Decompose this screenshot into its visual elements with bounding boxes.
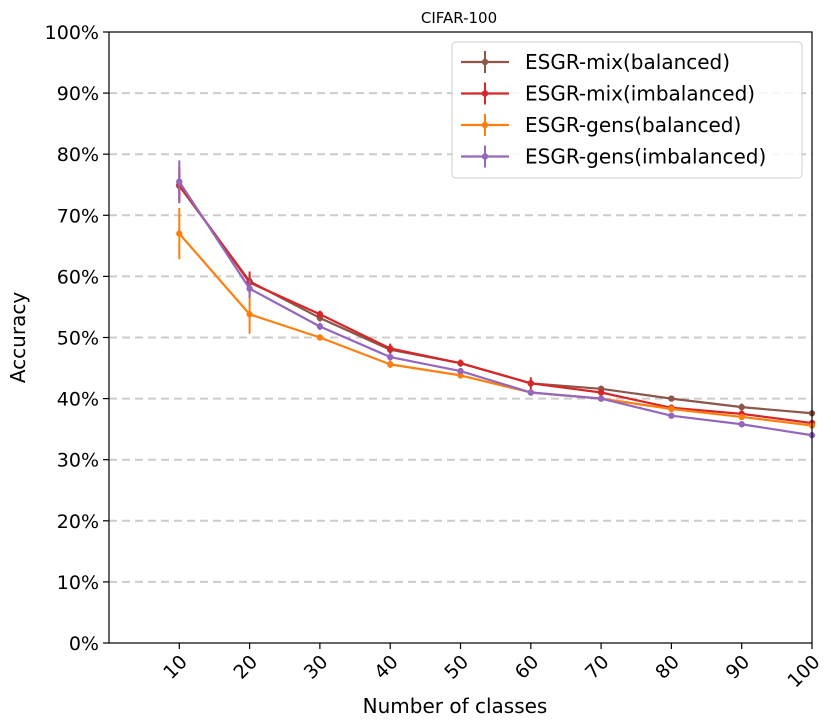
y-axis-title: Accuracy xyxy=(6,292,30,383)
x-axis: 10 20 30 40 50 60 70 80 90 100 xyxy=(159,643,825,692)
series-layer xyxy=(176,160,816,439)
legend-label: ESGR-mix(balanced) xyxy=(525,50,730,74)
data-point xyxy=(738,421,745,428)
series-line xyxy=(178,184,813,425)
series-2 xyxy=(176,166,816,427)
legend-label: ESGR-mix(imbalanced) xyxy=(525,82,755,106)
data-point xyxy=(527,389,534,396)
y-tick-label: 50% xyxy=(57,328,99,350)
series-line xyxy=(178,232,813,427)
y-axis: 0% 10% 20% 30% 40% 50% 60% 70% 80% 90% 100% xyxy=(45,22,109,655)
legend-entry: ESGR-gens(imbalanced) xyxy=(461,145,766,169)
data-point xyxy=(738,403,745,411)
x-tick-label: 90 xyxy=(722,651,755,684)
chart-title: CIFAR-100 xyxy=(421,9,497,27)
data-point xyxy=(176,178,183,185)
x-tick-label: 70 xyxy=(581,651,614,684)
x-tick-label: 20 xyxy=(229,651,262,684)
data-point xyxy=(387,361,394,368)
legend: ESGR-mix(balanced) ESGR-mix(imbalanced) ES… xyxy=(451,41,803,179)
data-point xyxy=(316,323,324,330)
data-point xyxy=(668,412,675,419)
legend-box xyxy=(451,41,803,179)
data-point xyxy=(246,285,253,292)
legend-marker xyxy=(481,121,489,129)
y-tick-label: 100% xyxy=(45,22,99,44)
legend-entry: ESGR-mix(imbalanced) xyxy=(461,82,755,106)
data-point xyxy=(387,345,394,352)
y-tick-label: 30% xyxy=(57,450,99,472)
y-tick-label: 60% xyxy=(57,266,99,288)
data-point xyxy=(176,230,183,237)
data-point xyxy=(738,413,745,421)
x-tick-label: 100 xyxy=(783,651,824,692)
series-3 xyxy=(176,207,816,429)
data-point xyxy=(316,311,324,318)
x-tick-label: 40 xyxy=(370,651,403,684)
x-tick-label: 50 xyxy=(440,651,473,684)
legend-entry: ESGR-mix(balanced) xyxy=(461,50,730,74)
x-tick-label: 30 xyxy=(300,651,333,684)
data-point xyxy=(597,395,605,402)
data-point xyxy=(597,389,605,396)
legend-marker xyxy=(481,58,489,66)
legend-label: ESGR-gens(balanced) xyxy=(525,113,741,137)
data-point xyxy=(457,359,464,367)
y-tick-label: 80% xyxy=(57,144,99,166)
x-tick-label: 60 xyxy=(511,651,544,684)
y-tick-label: 20% xyxy=(57,511,99,533)
data-point xyxy=(387,353,394,361)
y-tick-label: 70% xyxy=(57,205,99,227)
y-tick-label: 0% xyxy=(69,633,99,655)
legend-label: ESGR-gens(imbalanced) xyxy=(525,145,766,169)
x-tick-label: 10 xyxy=(159,651,192,684)
y-tick-label: 10% xyxy=(57,572,99,594)
series-line xyxy=(178,185,813,415)
data-point xyxy=(668,395,675,402)
series-line xyxy=(178,181,813,437)
legend-marker xyxy=(481,90,489,97)
series-4 xyxy=(176,160,816,439)
legend-marker xyxy=(481,153,489,160)
data-point xyxy=(457,367,464,375)
legend-entry: ESGR-gens(balanced) xyxy=(461,113,741,137)
data-point xyxy=(246,311,253,318)
data-point xyxy=(527,380,534,387)
y-tick-label: 90% xyxy=(57,83,99,105)
x-tick-label: 80 xyxy=(651,651,684,684)
x-axis-title: Number of classes xyxy=(363,694,548,718)
y-tick-label: 40% xyxy=(57,389,99,411)
data-point xyxy=(668,405,675,413)
data-point xyxy=(316,334,324,341)
